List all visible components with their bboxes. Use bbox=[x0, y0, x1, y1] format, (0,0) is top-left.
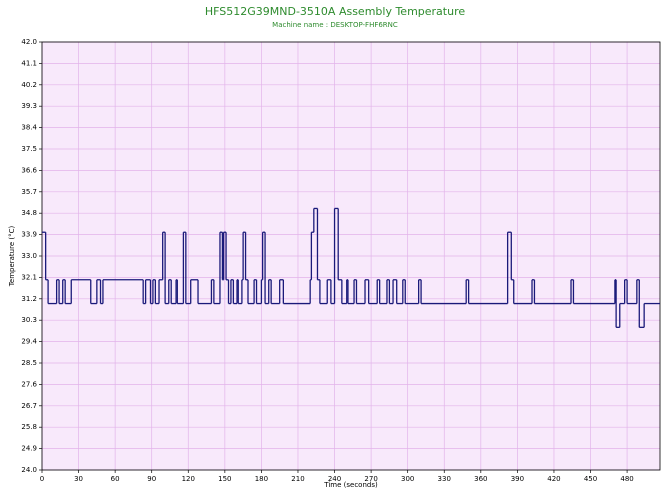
y-tick-label: 37.5 bbox=[21, 145, 37, 153]
chart-subtitle: Machine name : DESKTOP-FHF6RNC bbox=[272, 21, 398, 29]
y-tick-label: 25.8 bbox=[21, 423, 37, 431]
y-tick-label: 40.2 bbox=[21, 81, 37, 89]
y-tick-label: 42.0 bbox=[21, 38, 37, 46]
y-tick-label: 41.1 bbox=[21, 59, 37, 67]
y-tick-label: 24.9 bbox=[21, 445, 37, 453]
x-tick-label: 420 bbox=[547, 475, 560, 483]
y-tick-label: 34.8 bbox=[21, 209, 37, 217]
x-tick-label: 0 bbox=[40, 475, 44, 483]
x-tick-label: 300 bbox=[401, 475, 414, 483]
y-tick-label: 33.9 bbox=[21, 231, 37, 239]
x-tick-label: 120 bbox=[182, 475, 195, 483]
y-tick-label: 24.0 bbox=[21, 466, 37, 474]
y-axis-label: Temperature (°C) bbox=[8, 226, 16, 288]
y-tick-label: 39.3 bbox=[21, 102, 37, 110]
y-tick-label: 32.1 bbox=[21, 273, 37, 281]
plot-frame bbox=[41, 41, 661, 471]
x-tick-label: 270 bbox=[364, 475, 377, 483]
x-tick-label: 90 bbox=[147, 475, 156, 483]
x-tick-label: 390 bbox=[511, 475, 524, 483]
x-tick-label: 60 bbox=[111, 475, 120, 483]
y-tick-label: 28.5 bbox=[21, 359, 37, 367]
chart-title: HFS512G39MND-3510A Assembly Temperature bbox=[205, 5, 466, 18]
x-tick-label: 150 bbox=[218, 475, 231, 483]
y-tick-label: 30.3 bbox=[21, 316, 37, 324]
x-tick-label: 240 bbox=[328, 475, 341, 483]
y-tick-label: 26.7 bbox=[21, 402, 37, 410]
y-tick-label: 33.0 bbox=[21, 252, 37, 260]
x-tick-label: 330 bbox=[438, 475, 451, 483]
y-tick-label: 35.7 bbox=[21, 188, 37, 196]
x-tick-label: 480 bbox=[620, 475, 633, 483]
y-tick-label: 36.6 bbox=[21, 166, 37, 174]
y-tick-label: 31.2 bbox=[21, 295, 37, 303]
x-tick-label: 450 bbox=[584, 475, 597, 483]
x-tick-label: 180 bbox=[255, 475, 268, 483]
y-tick-label: 38.4 bbox=[21, 124, 37, 132]
y-tick-label: 27.6 bbox=[21, 380, 37, 388]
x-tick-label: 360 bbox=[474, 475, 487, 483]
x-tick-label: 210 bbox=[291, 475, 304, 483]
x-axis-label: Time (seconds) bbox=[323, 481, 378, 489]
y-tick-label: 29.4 bbox=[21, 338, 37, 346]
x-tick-label: 30 bbox=[74, 475, 83, 483]
